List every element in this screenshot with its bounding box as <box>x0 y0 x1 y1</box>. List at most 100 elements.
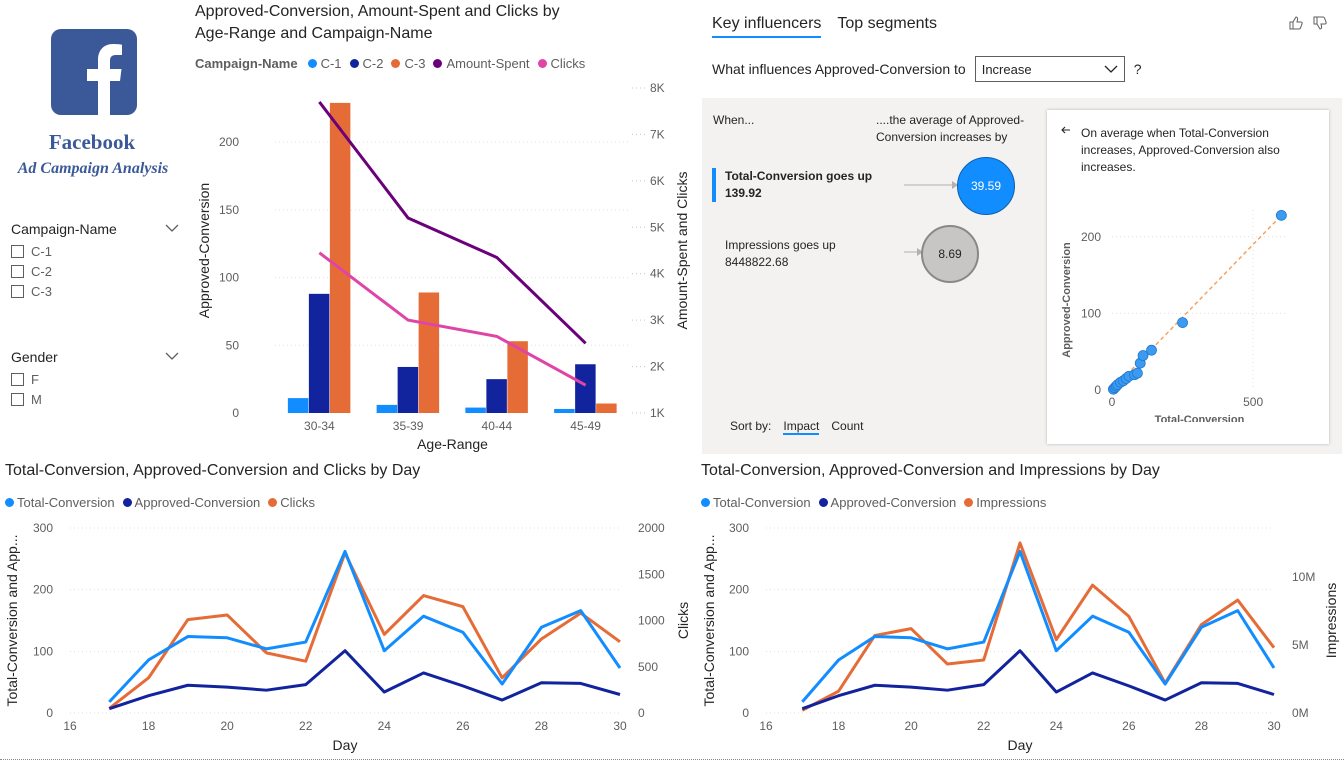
influencer-label: Impressions goes up <box>725 238 836 252</box>
y-tick-label-right: 5K <box>650 220 665 234</box>
detail-line: increases, Approved-Conversion also <box>1081 143 1280 157</box>
bar-c-2 <box>308 293 330 413</box>
legend-item-impressions[interactable]: Impressions <box>976 495 1047 510</box>
x-tick-label: 40-44 <box>482 419 513 433</box>
slicer-option-f[interactable]: F <box>11 369 179 389</box>
x-tick-label: 16 <box>63 719 77 733</box>
legend-dot <box>122 498 132 507</box>
scatter-point <box>1177 317 1188 328</box>
y-tick-label-right: 1000 <box>638 614 665 628</box>
y-axis-title-left: Total-Conversion and App... <box>4 535 20 707</box>
y-tick-label-right: 0 <box>638 706 645 720</box>
y-tick-label-right: 10M <box>1292 570 1315 584</box>
x-tick-label: 22 <box>977 719 991 733</box>
legend-item-clicks[interactable]: Clicks <box>280 495 315 510</box>
influencer-row[interactable]: Impressions goes up 8448822.68 <box>725 237 836 271</box>
ki-average-header: ....the average of Approved- Conversion … <box>876 112 1024 146</box>
y-tick-label-right: 5M <box>1292 638 1309 652</box>
scatter-point <box>1146 344 1157 356</box>
bar-c-1 <box>287 398 309 413</box>
line-clicks <box>318 251 587 387</box>
impact-bubble[interactable]: 8.69 <box>921 225 979 283</box>
legend-item-total-conversion[interactable]: Total-Conversion <box>17 495 115 510</box>
y-tick-label-right: 500 <box>638 660 658 674</box>
y-tick-label: 100 <box>1081 306 1101 320</box>
legend-item-c3[interactable]: C-3 <box>404 56 426 71</box>
sort-impact-button[interactable]: Impact <box>783 419 820 435</box>
title-line: Age-Range and Campaign-Name <box>195 25 433 42</box>
y-tick-label-right: 1500 <box>638 567 665 581</box>
x-tick-label: 26 <box>456 719 470 733</box>
slicer-option-c1[interactable]: C-1 <box>11 241 179 261</box>
legend-item-total-conversion[interactable]: Total-Conversion <box>713 495 811 510</box>
chevron-down-icon[interactable] <box>165 348 179 366</box>
checkbox[interactable] <box>11 392 24 406</box>
legend-dot <box>5 498 14 507</box>
help-icon[interactable]: ? <box>1133 61 1142 77</box>
facebook-logo <box>51 29 137 115</box>
legend-dot <box>268 498 278 507</box>
influencer-row-selected[interactable]: Total-Conversion goes up 139.92 <box>712 167 1042 203</box>
x-tick-label: 45-49 <box>570 419 601 433</box>
ki-dropdown[interactable]: Increase <box>974 56 1125 82</box>
x-tick-label: 28 <box>1195 719 1209 733</box>
y-tick-label-left: 200 <box>729 583 749 597</box>
impact-value: 39.59 <box>970 179 1002 193</box>
y-axis-title: Approved-Conversion <box>1061 242 1073 358</box>
x-tick-label: 20 <box>220 719 234 733</box>
x-tick-label: 24 <box>378 719 392 733</box>
thumbs-up-icon[interactable] <box>1288 15 1304 36</box>
legend-dot <box>964 498 974 507</box>
logo-subtitle: Ad Campaign Analysis <box>17 160 169 177</box>
checkbox[interactable] <box>11 372 24 386</box>
legend-dot <box>349 59 359 68</box>
legend-item-approved-conversion[interactable]: Approved-Conversion <box>830 495 957 510</box>
checkbox[interactable] <box>11 264 24 278</box>
x-axis-title: Day <box>1008 737 1033 753</box>
logo-title: Facebook <box>48 130 136 154</box>
legend-item-c1[interactable]: C-1 <box>320 56 342 71</box>
y-tick-label-left: 200 <box>219 135 239 149</box>
legend-item-c2[interactable]: C-2 <box>362 56 384 71</box>
impact-bubble[interactable]: 39.59 <box>957 157 1015 215</box>
sort-count-button[interactable]: Count <box>831 419 864 433</box>
influencer-value: 139.92 <box>725 186 762 200</box>
bar-c-2 <box>575 364 596 413</box>
main-chart-legend: Campaign-Name C-1 C-2 C-3 Amount-Spent C… <box>195 56 585 71</box>
tab-key-influencers[interactable]: Key influencers <box>712 15 822 38</box>
influencer-value: 8448822.68 <box>725 255 789 269</box>
option-label: C-1 <box>31 243 52 259</box>
legend-item-clicks[interactable]: Clicks <box>550 56 586 71</box>
back-arrow-icon[interactable] <box>1060 123 1072 141</box>
x-tick-label: 18 <box>142 719 156 733</box>
checkbox[interactable] <box>11 284 24 298</box>
thumbs-down-icon[interactable] <box>1312 15 1328 36</box>
x-tick-label: 26 <box>1122 719 1136 733</box>
y-tick-label-left: 50 <box>226 338 240 352</box>
slicer-option-c2[interactable]: C-2 <box>11 261 179 281</box>
ki-when-label: When... <box>713 113 755 127</box>
arrow-connector <box>904 248 923 256</box>
x-tick-label: 16 <box>759 719 773 733</box>
x-tick-label: 35-39 <box>393 419 424 433</box>
y-tick-label-right: 8K <box>650 81 665 95</box>
y-tick-label-left: 0 <box>46 706 53 720</box>
legend-item-amount-spent[interactable]: Amount-Spent <box>446 56 530 71</box>
x-tick-label: 30 <box>1267 719 1281 733</box>
legend-item-approved-conversion[interactable]: Approved-Conversion <box>134 495 261 510</box>
y-tick-label-left: 100 <box>219 271 239 285</box>
y-tick-label-right: 1K <box>650 406 665 420</box>
scatter-point <box>1275 209 1287 221</box>
slicer-option-m[interactable]: M <box>11 389 179 409</box>
x-tick-label: 20 <box>904 719 918 733</box>
slicer-option-c3[interactable]: C-3 <box>11 281 179 301</box>
chevron-down-icon[interactable] <box>165 222 179 236</box>
bottom-right-chart: 0 100 200 300 0M 5M 10M 16 18 20 22 24 26 28 30 Day Tota… <box>701 521 1339 753</box>
x-axis-title: Age-Range <box>417 436 488 452</box>
bar-c-3 <box>418 292 440 413</box>
ki-question: What influences Approved-Conversion to <box>712 61 966 77</box>
tab-top-segments[interactable]: Top segments <box>837 15 937 38</box>
x-tick-label: 22 <box>299 719 313 733</box>
checkbox[interactable] <box>11 244 24 258</box>
bar-c-3 <box>596 403 617 413</box>
